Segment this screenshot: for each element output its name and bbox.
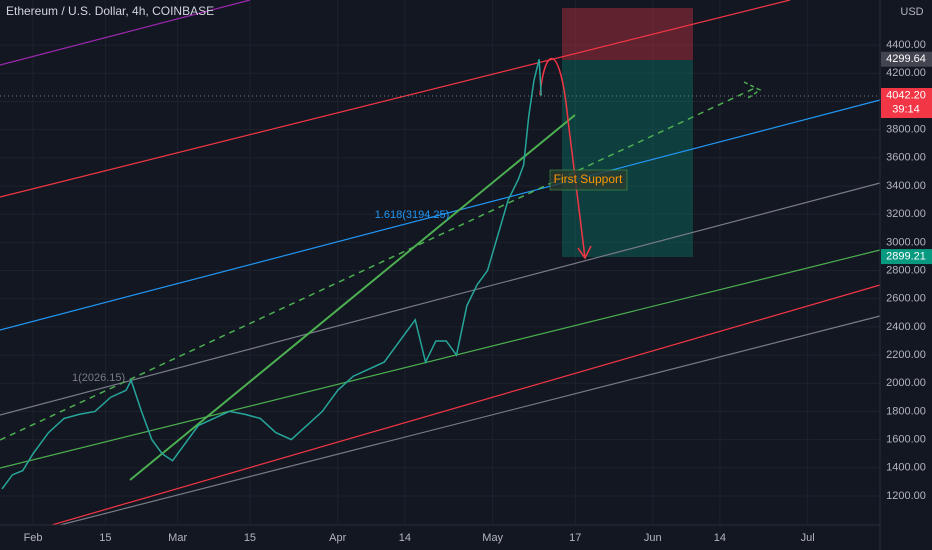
arrow-head bbox=[743, 81, 762, 99]
y-tick-label: 1800.00 bbox=[886, 405, 926, 417]
time-axis bbox=[0, 525, 880, 550]
y-tick-label: 3600.00 bbox=[886, 152, 926, 164]
price-label-bg bbox=[881, 249, 932, 265]
trend-line bbox=[129, 114, 576, 481]
channel-line bbox=[59, 315, 881, 526]
y-tick-label: 4200.00 bbox=[886, 67, 926, 79]
channel-line bbox=[0, 284, 881, 541]
price-label: 4042.20 bbox=[886, 89, 926, 101]
y-tick-label: 1600.00 bbox=[886, 434, 926, 446]
x-tick-label: 15 bbox=[99, 532, 111, 544]
price-label: 2899.21 bbox=[886, 250, 926, 262]
x-tick-label: Mar bbox=[168, 532, 187, 544]
arrow-head bbox=[577, 245, 592, 260]
x-tick-label: Feb bbox=[24, 532, 43, 544]
annotation-box bbox=[549, 169, 628, 191]
y-tick-label: 2400.00 bbox=[886, 321, 926, 333]
x-tick-label: May bbox=[482, 532, 503, 544]
fib-label: 1(2026.15) bbox=[72, 372, 125, 384]
y-tick-label: 2600.00 bbox=[886, 293, 926, 305]
y-tick-label: 3000.00 bbox=[886, 236, 926, 248]
price-label-bg bbox=[881, 88, 932, 119]
y-tick-label: 3400.00 bbox=[886, 180, 926, 192]
channel-line bbox=[0, 249, 881, 469]
channel-line bbox=[0, 99, 881, 331]
y-tick-label: 1400.00 bbox=[886, 462, 926, 474]
channel-line bbox=[0, 0, 251, 66]
currency: USD bbox=[900, 6, 923, 18]
projection-arrow bbox=[539, 57, 586, 259]
x-tick-label: 14 bbox=[399, 532, 411, 544]
trend-line bbox=[0, 87, 756, 441]
x-tick-label: Apr bbox=[329, 532, 346, 544]
chart-title: Ethereum / U.S. Dollar, 4h, COINBASE bbox=[6, 4, 214, 18]
channel-line bbox=[0, 182, 881, 416]
price-label: 4299.64 bbox=[886, 53, 926, 65]
x-tick-label: 15 bbox=[244, 532, 256, 544]
x-tick-label: Jun bbox=[644, 532, 662, 544]
countdown: 39:14 bbox=[892, 103, 920, 115]
annotation: First Support bbox=[554, 172, 623, 186]
y-tick-label: 2200.00 bbox=[886, 349, 926, 361]
y-tick-label: 3800.00 bbox=[886, 124, 926, 136]
y-tick-label: 3200.00 bbox=[886, 208, 926, 220]
x-tick-label: 14 bbox=[714, 532, 726, 544]
target-zone bbox=[562, 60, 693, 257]
x-tick-label: 17 bbox=[569, 532, 581, 544]
x-tick-label: Jul bbox=[801, 532, 815, 544]
y-tick-label: 2800.00 bbox=[886, 264, 926, 276]
price-label-bg bbox=[881, 51, 932, 67]
y-tick-label: 2000.00 bbox=[886, 377, 926, 389]
channel-line bbox=[0, 0, 791, 198]
y-tick-label: 4400.00 bbox=[886, 39, 926, 51]
price-line bbox=[1, 59, 542, 490]
y-tick-label: 1200.00 bbox=[886, 490, 926, 502]
fib-label: 1.618(3194.25) bbox=[375, 209, 450, 221]
